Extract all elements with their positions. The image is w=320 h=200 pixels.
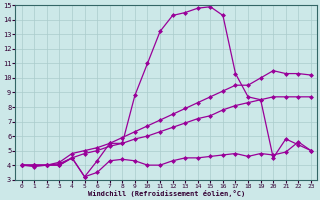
X-axis label: Windchill (Refroidissement éolien,°C): Windchill (Refroidissement éolien,°C) (88, 190, 245, 197)
